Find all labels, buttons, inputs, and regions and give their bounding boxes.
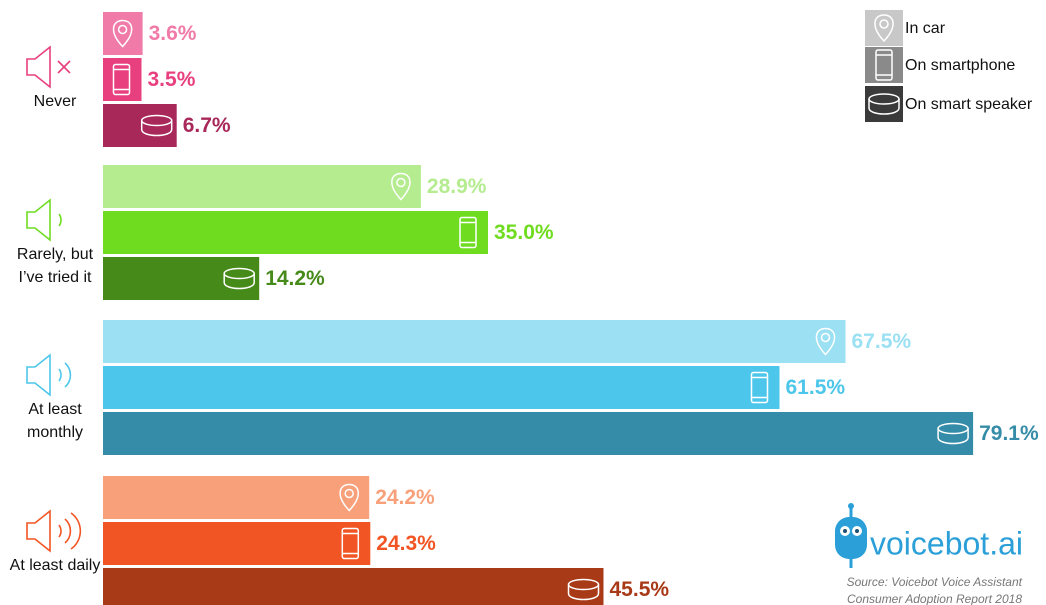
- value-label: 14.2%: [265, 267, 325, 290]
- bar: [103, 366, 780, 409]
- sound-icon: [26, 353, 72, 397]
- bar: [103, 320, 846, 363]
- phone-icon: [112, 63, 131, 96]
- phone-icon: [750, 371, 769, 404]
- pin-icon: [339, 483, 359, 512]
- bar: [103, 165, 421, 208]
- bar: [103, 211, 488, 254]
- legend-swatch: [865, 47, 903, 83]
- bar-icon: [459, 216, 477, 249]
- sound-icon: [58, 368, 62, 382]
- phone-icon: [459, 216, 477, 249]
- value-label: 35.0%: [494, 221, 554, 244]
- sound-icon: [26, 45, 71, 89]
- category-label: At least monthly: [26, 401, 84, 441]
- category-label: At least daily: [9, 557, 101, 574]
- pin-icon: [879, 19, 889, 29]
- bar: [103, 104, 177, 147]
- phone-icon: [341, 527, 360, 560]
- bar: [103, 522, 371, 565]
- value-label: 61.5%: [786, 376, 846, 399]
- logo: voicebot.ai: [870, 525, 1023, 561]
- pin-icon: [391, 172, 411, 201]
- bar-icon: [874, 14, 894, 43]
- bar-icon: [140, 114, 173, 137]
- legend-label: On smartphone: [905, 57, 1015, 74]
- bar-icon: [815, 327, 836, 356]
- source: Consumer Adoption Report 2018: [847, 592, 1022, 605]
- bar-icon: [750, 371, 769, 404]
- pin-icon: [874, 14, 894, 43]
- value-label: 3.5%: [148, 68, 196, 91]
- pin-icon: [112, 19, 133, 48]
- legend-label: In car: [905, 20, 946, 37]
- value-label: 28.9%: [427, 175, 487, 198]
- speaker-icon: [223, 273, 255, 290]
- source: Source: Voicebot Voice Assistant: [847, 575, 1023, 589]
- value-label: 79.1%: [979, 422, 1039, 445]
- phone-icon: [875, 49, 893, 81]
- sound-icon: [64, 362, 72, 388]
- bar-icon: [567, 578, 600, 601]
- bar-icon: [339, 483, 359, 512]
- sound-icon: [58, 524, 62, 538]
- pin-icon: [344, 488, 354, 499]
- legend-label: On smart speaker: [905, 96, 1033, 113]
- value-label: 24.3%: [376, 532, 436, 555]
- bar-icon: [223, 267, 255, 290]
- speaker-icon: [937, 428, 969, 445]
- pin-icon: [396, 177, 406, 188]
- pin-icon: [820, 332, 831, 343]
- logo-icon: [835, 503, 867, 568]
- sound-icon: [26, 198, 62, 242]
- bar-icon: [112, 19, 133, 48]
- value-label: 45.5%: [610, 578, 670, 601]
- bar-icon: [341, 527, 360, 560]
- sound-icon: [58, 213, 62, 227]
- sound-icon: [26, 509, 51, 553]
- speaker-icon: [567, 584, 600, 601]
- value-label: 24.2%: [375, 486, 435, 509]
- bar-icon: [868, 93, 900, 115]
- value-label: 67.5%: [852, 330, 912, 353]
- sound-icon: [26, 45, 51, 89]
- sound-icon: [26, 353, 51, 397]
- pin-icon: [815, 327, 836, 356]
- pin-icon: [117, 24, 128, 35]
- category-label: Never: [33, 93, 77, 110]
- sound-icon: [64, 518, 72, 544]
- sound-icon: [26, 198, 51, 242]
- bar-icon: [937, 422, 969, 445]
- speaker-icon: [140, 120, 173, 137]
- bar: [103, 476, 370, 519]
- bar: [103, 412, 974, 455]
- category-label: Rarely, but I’ve tried it: [16, 246, 94, 286]
- sound-icon: [26, 509, 82, 553]
- bar: [103, 568, 604, 605]
- bar-icon: [875, 49, 893, 81]
- value-label: 3.6%: [149, 22, 197, 45]
- speaker-icon: [868, 99, 900, 115]
- sound-icon: [57, 60, 71, 74]
- sound-icon: [70, 512, 82, 550]
- bar-icon: [391, 172, 411, 201]
- value-label: 6.7%: [183, 114, 231, 137]
- bar-icon: [112, 63, 131, 96]
